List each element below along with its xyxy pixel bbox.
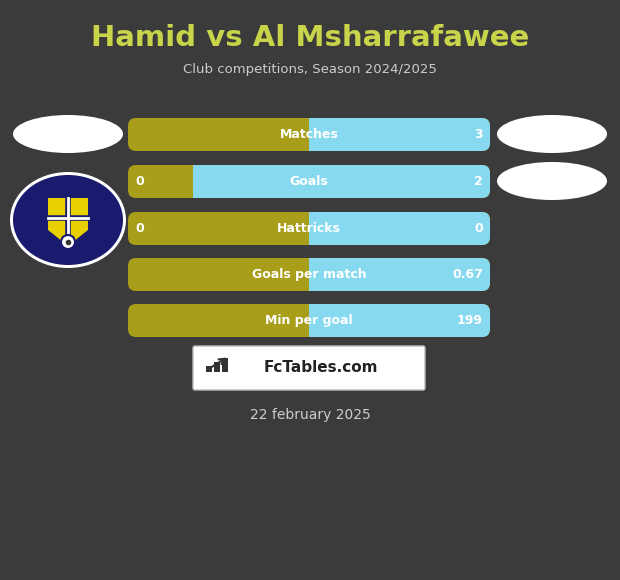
FancyBboxPatch shape xyxy=(309,212,490,245)
FancyBboxPatch shape xyxy=(309,258,490,291)
FancyBboxPatch shape xyxy=(128,165,490,198)
Bar xyxy=(206,366,212,372)
Text: Goals: Goals xyxy=(290,175,329,188)
Bar xyxy=(309,304,321,337)
Text: Min per goal: Min per goal xyxy=(265,314,353,327)
Text: 0: 0 xyxy=(474,222,483,235)
Text: 199: 199 xyxy=(457,314,483,327)
Bar xyxy=(309,258,321,291)
Text: 3: 3 xyxy=(474,128,483,141)
Ellipse shape xyxy=(13,115,123,153)
FancyBboxPatch shape xyxy=(309,118,490,151)
Polygon shape xyxy=(48,198,88,246)
FancyBboxPatch shape xyxy=(128,118,490,151)
Bar xyxy=(214,362,220,372)
Circle shape xyxy=(61,235,75,249)
FancyBboxPatch shape xyxy=(193,346,425,390)
Ellipse shape xyxy=(13,175,123,265)
Ellipse shape xyxy=(497,115,607,153)
Text: FcTables.com: FcTables.com xyxy=(264,361,378,375)
Text: Club competitions, Season 2024/2025: Club competitions, Season 2024/2025 xyxy=(183,63,437,77)
Text: Hamid vs Al Msharrafawee: Hamid vs Al Msharrafawee xyxy=(91,24,529,52)
Text: Hattricks: Hattricks xyxy=(277,222,341,235)
FancyBboxPatch shape xyxy=(128,258,490,291)
FancyBboxPatch shape xyxy=(128,212,490,245)
Text: 0.67: 0.67 xyxy=(452,268,483,281)
Bar xyxy=(309,212,321,245)
Text: 0: 0 xyxy=(135,175,144,188)
FancyBboxPatch shape xyxy=(193,165,490,198)
Ellipse shape xyxy=(10,172,126,268)
Bar xyxy=(222,358,228,372)
Text: 0: 0 xyxy=(135,222,144,235)
Bar xyxy=(193,165,205,198)
Ellipse shape xyxy=(497,162,607,200)
FancyBboxPatch shape xyxy=(309,304,490,337)
Text: Matches: Matches xyxy=(280,128,339,141)
Bar xyxy=(309,118,321,151)
Text: 22 february 2025: 22 february 2025 xyxy=(250,408,370,422)
FancyBboxPatch shape xyxy=(128,304,490,337)
Text: Goals per match: Goals per match xyxy=(252,268,366,281)
Text: 2: 2 xyxy=(474,175,483,188)
